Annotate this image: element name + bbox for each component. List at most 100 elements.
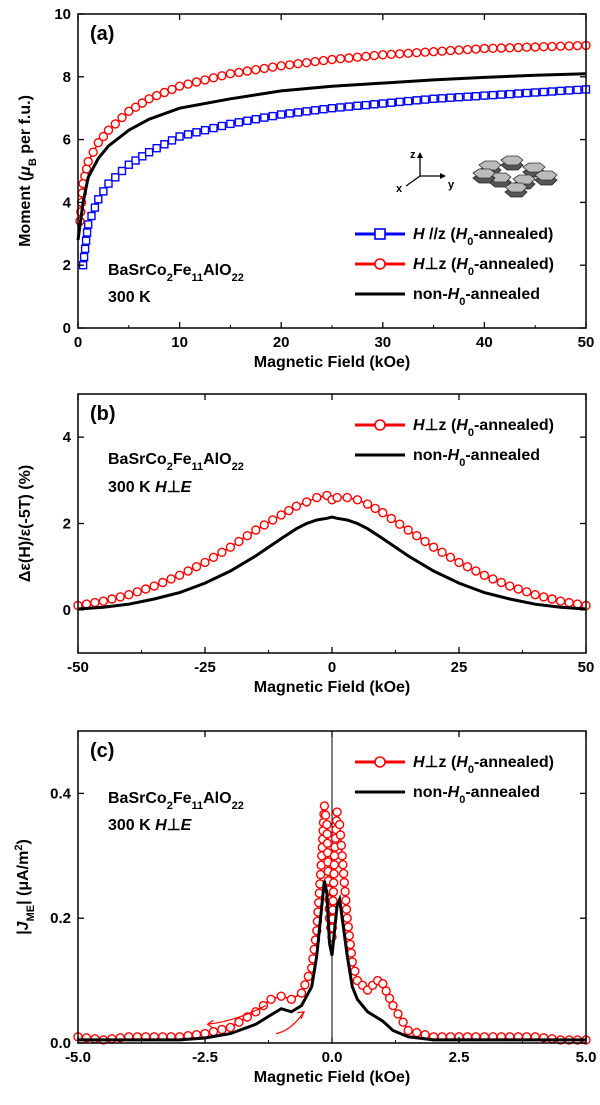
data-point <box>83 156 93 167</box>
data-point <box>539 87 548 97</box>
data-point <box>110 119 121 129</box>
x-axis-arrow <box>405 175 421 187</box>
data-point <box>428 542 439 552</box>
data-point <box>93 137 104 148</box>
data-point <box>312 492 322 503</box>
legend-label-part: -annealed) <box>474 256 554 273</box>
annotation-line-part: 2 <box>167 272 173 284</box>
annotation-line: 300 K H⊥E <box>108 479 193 496</box>
x-tick-label: -5.0 <box>65 1049 91 1066</box>
data-point <box>386 513 396 524</box>
x-tick-label: 0.0 <box>322 1049 343 1066</box>
y-arrowhead <box>440 173 446 179</box>
y-axis-label: |JME| (μA/m2) <box>13 839 37 935</box>
data-point <box>437 547 447 557</box>
data-point <box>463 92 472 101</box>
data-point <box>90 203 100 212</box>
legend-label-part: -annealed <box>465 447 540 464</box>
legend-label-part: H <box>448 286 460 303</box>
series-2 <box>76 72 587 241</box>
data-point <box>160 140 169 149</box>
y-axis-label-part: ME <box>25 905 37 922</box>
data-point <box>293 108 303 117</box>
legend-label-part: ⊥z ( <box>425 256 457 273</box>
legend-label-part: 0 <box>459 457 465 469</box>
data-point <box>276 510 286 520</box>
data-point <box>284 505 294 516</box>
y-tick-label: 0.4 <box>50 785 72 802</box>
legend-label-part: ⊥z ( <box>425 417 457 434</box>
data-point <box>167 84 177 95</box>
data-point <box>328 887 339 897</box>
data-point <box>200 125 210 135</box>
data-point <box>437 46 447 56</box>
y-tick-label: 6 <box>63 132 71 149</box>
y-axis-label-group: Moment (μB per f.u.) <box>17 95 39 247</box>
data-point <box>369 50 379 61</box>
data-point <box>488 90 498 100</box>
x-tick-label: 0 <box>328 659 336 676</box>
data-point <box>342 492 352 503</box>
data-point <box>217 547 227 557</box>
annotation-line-part: BaSrCo <box>108 790 167 807</box>
legend-marker <box>374 258 386 270</box>
data-point <box>341 904 352 914</box>
data-point <box>496 43 506 53</box>
series-line <box>76 72 587 241</box>
data-point <box>378 508 388 518</box>
legend-label: non-H0-annealed <box>413 447 540 469</box>
legend-label: H⊥z (H0-annealed) <box>413 417 554 439</box>
legend-label-part: H <box>413 256 425 273</box>
data-point <box>488 574 498 584</box>
data-point <box>208 73 219 83</box>
y-tick-label: 0.2 <box>50 910 71 927</box>
data-point <box>217 71 227 81</box>
annotation-line-part: 11 <box>191 461 203 473</box>
data-point <box>564 597 574 608</box>
data-point <box>217 1024 227 1035</box>
y-tick-label: 10 <box>54 6 71 23</box>
annotation-line-part: 22 <box>232 461 244 473</box>
data-point <box>505 43 515 53</box>
x-tick-label: -50 <box>67 659 89 676</box>
data-point <box>144 147 154 157</box>
data-point <box>260 113 269 122</box>
data-point <box>445 45 456 56</box>
data-point <box>107 594 117 604</box>
data-point <box>403 1025 413 1036</box>
y-axis-label-part: Moment ( <box>17 175 34 247</box>
data-point <box>352 495 363 505</box>
data-point <box>191 562 202 572</box>
data-point <box>378 50 388 60</box>
data-point <box>395 97 404 107</box>
annotation-line: BaSrCo2Fe11AlO22 <box>108 790 244 812</box>
panel-label: (a) <box>90 23 114 45</box>
legend-marker <box>374 756 386 768</box>
data-point <box>286 994 297 1004</box>
data-point <box>327 103 337 113</box>
data-point <box>378 99 387 108</box>
data-point <box>505 89 514 99</box>
data-point <box>82 228 92 237</box>
panel-label: (b) <box>90 403 116 425</box>
y-axis-label-part: ) <box>15 839 32 844</box>
data-point <box>547 87 557 96</box>
legend-entry: H⊥z (H0-annealed) <box>355 754 554 776</box>
data-point <box>362 499 373 509</box>
y-axis-label-part: per f.u.) <box>17 95 34 158</box>
data-point <box>300 980 310 990</box>
legend-label-part: 0 <box>468 266 474 278</box>
legend-label-part: -annealed) <box>474 417 554 434</box>
data-point <box>387 98 396 107</box>
data-point <box>88 147 98 157</box>
data-point <box>505 581 515 591</box>
y-axis-label-part: B <box>27 158 39 166</box>
data-point <box>462 44 473 55</box>
series-1 <box>78 880 586 1042</box>
platelet-top <box>472 168 496 179</box>
legend-entry: non-H0-annealed <box>355 447 540 469</box>
data-point <box>242 66 253 76</box>
data-point <box>98 131 109 142</box>
data-point <box>166 574 176 584</box>
